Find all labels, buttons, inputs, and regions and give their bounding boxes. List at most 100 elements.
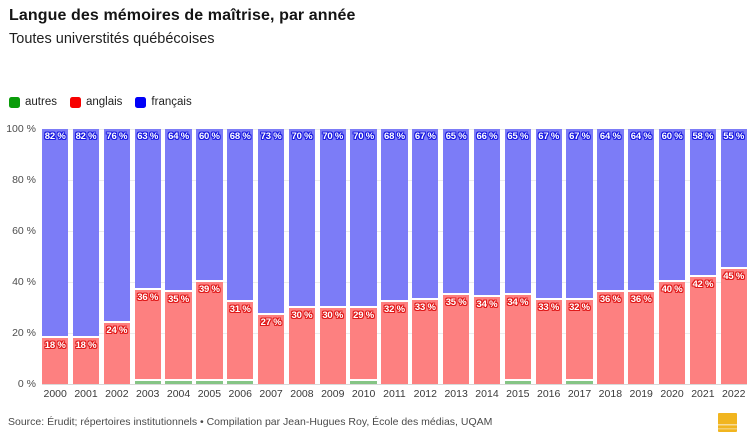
bar-column-2005: 60 % 39 %: [196, 129, 223, 384]
segment-anglais[interactable]: 32 %: [381, 302, 408, 384]
bar-label-francais: 70 %: [291, 131, 313, 142]
x-tick-label: 2013: [444, 388, 468, 400]
segment-anglais[interactable]: 30 %: [319, 307, 346, 384]
segment-francais[interactable]: 55 % 45 %: [720, 129, 747, 384]
segment-autres[interactable]: [227, 381, 254, 384]
segment-francais[interactable]: 63 % 36 %: [134, 129, 161, 384]
legend-swatch-français: [135, 96, 147, 108]
segment-autres[interactable]: [134, 381, 161, 384]
segment-anglais[interactable]: 18 %: [42, 338, 69, 384]
bar-column-2018: 64 % 36 %: [597, 129, 624, 384]
segment-francais[interactable]: 82 % 18 %: [72, 129, 100, 384]
segment-anglais[interactable]: 29 %: [350, 307, 377, 384]
bar-label-anglais: 40 %: [661, 284, 683, 295]
bar-label-anglais: 36 %: [599, 294, 621, 306]
bar-column-2012: 67 % 33 %: [412, 129, 439, 384]
segment-autres[interactable]: [566, 381, 593, 384]
bar-column-2011: 68 % 32 %: [381, 129, 408, 384]
bar-label-francais: 68 %: [229, 131, 251, 142]
y-tick-label: 0 %: [17, 378, 36, 390]
datawrapper-logo-icon[interactable]: [718, 413, 737, 432]
segment-francais[interactable]: 68 % 32 %: [381, 129, 408, 384]
segment-francais[interactable]: 64 % 35 %: [165, 129, 192, 384]
segment-francais[interactable]: 60 % 39 %: [196, 129, 223, 384]
bar-label-francais: 64 %: [599, 131, 621, 142]
source-note: Source: Érudit; répertoires institutionn…: [8, 416, 493, 428]
bar-column-2007: 73 % 27 %: [257, 129, 285, 384]
segment-anglais[interactable]: 33 %: [412, 299, 439, 384]
x-tick-label: 2015: [506, 388, 530, 400]
bar-label-anglais: 18 %: [44, 340, 66, 352]
segment-francais[interactable]: 58 % 42 %: [689, 129, 717, 384]
bar-label-francais: 67 %: [569, 131, 590, 142]
segment-francais[interactable]: 68 % 31 %: [227, 129, 254, 384]
x-tick-label: 2017: [567, 388, 592, 400]
segment-francais[interactable]: 65 % 34 %: [504, 129, 531, 384]
segment-anglais[interactable]: 40 %: [658, 282, 686, 384]
segment-francais[interactable]: 73 % 27 %: [257, 129, 285, 384]
x-tick-label: 2010: [351, 388, 376, 400]
segment-anglais[interactable]: 36 %: [628, 292, 655, 384]
bar-label-francais: 65 %: [507, 131, 529, 142]
segment-anglais[interactable]: 34 %: [473, 297, 501, 384]
segment-francais[interactable]: 64 % 36 %: [628, 129, 655, 384]
segment-anglais[interactable]: 33 %: [535, 299, 562, 384]
segment-anglais[interactable]: 35 %: [165, 292, 192, 384]
x-axis: 2000 2001 2002 2003 2004 2005 2006 2007 2008 2009…: [42, 388, 747, 400]
bar-label-anglais: 30 %: [322, 309, 344, 321]
bar-label-francais: 73 %: [260, 131, 282, 142]
segment-francais[interactable]: 82 % 18 %: [42, 129, 69, 384]
bar-label-francais: 76 %: [106, 131, 128, 142]
bar-column-2004: 64 % 35 %: [165, 129, 192, 384]
segment-francais[interactable]: 67 % 33 %: [535, 129, 562, 384]
x-tick-label: 2002: [105, 388, 129, 400]
segment-francais[interactable]: 66 % 34 %: [473, 129, 501, 384]
segment-anglais[interactable]: 45 %: [720, 269, 747, 384]
bar-column-2022: 55 % 45 %: [720, 129, 747, 384]
segment-anglais[interactable]: 34 %: [504, 294, 531, 384]
gridline-0: [42, 384, 747, 385]
page-title: Langue des mémoires de maîtrise, par ann…: [9, 7, 356, 24]
segment-francais[interactable]: 60 % 40 %: [658, 129, 686, 384]
x-tick-label: 2000: [43, 388, 67, 400]
x-tick-label: 2021: [691, 388, 715, 400]
x-tick-label: 2007: [259, 388, 283, 400]
bar-label-francais: 67 %: [414, 131, 436, 142]
segment-anglais[interactable]: 36 %: [597, 292, 624, 384]
segment-anglais[interactable]: 32 %: [566, 299, 593, 384]
segment-francais[interactable]: 64 % 36 %: [597, 129, 624, 384]
segment-francais[interactable]: 67 % 33 %: [412, 129, 439, 384]
segment-anglais[interactable]: 31 %: [227, 302, 254, 384]
bar-label-anglais: 33 %: [414, 301, 436, 313]
segment-anglais[interactable]: 35 %: [442, 294, 470, 384]
segment-autres[interactable]: [504, 381, 531, 384]
segment-anglais[interactable]: 27 %: [257, 315, 285, 384]
segment-autres[interactable]: [350, 381, 377, 384]
segment-anglais[interactable]: 42 %: [689, 276, 717, 384]
segment-francais[interactable]: 76 % 24 %: [103, 129, 131, 384]
plot-area: 82 % 18 % 82 % 18 % 76 % 24 % 63 % 36 % 64 % 35 %…: [42, 129, 747, 385]
segment-anglais[interactable]: 30 %: [288, 307, 316, 384]
segment-francais[interactable]: 67 % 32 %: [566, 129, 593, 384]
bar-label-francais: 82 %: [75, 131, 97, 142]
segment-francais[interactable]: 70 % 30 %: [288, 129, 316, 384]
segment-anglais[interactable]: 18 %: [72, 338, 100, 384]
bar-label-anglais: 27 %: [260, 317, 282, 329]
bar-label-anglais: 35 %: [445, 296, 467, 308]
segment-autres[interactable]: [196, 381, 223, 384]
bar-column-2002: 76 % 24 %: [103, 129, 131, 384]
bar-label-anglais: 32 %: [384, 304, 405, 316]
segment-francais[interactable]: 70 % 29 %: [350, 129, 377, 384]
bar-label-francais: 60 %: [198, 131, 220, 142]
segment-autres[interactable]: [165, 381, 192, 384]
segment-francais[interactable]: 70 % 30 %: [319, 129, 346, 384]
bar-label-francais: 70 %: [322, 131, 344, 142]
segment-francais[interactable]: 65 % 35 %: [442, 129, 470, 384]
bar-label-anglais: 18 %: [75, 340, 97, 352]
segment-anglais[interactable]: 36 %: [134, 289, 161, 384]
segment-anglais[interactable]: 39 %: [196, 282, 223, 384]
segment-anglais[interactable]: 24 %: [103, 322, 131, 384]
x-tick-label: 2020: [660, 388, 684, 400]
bar-label-anglais: 32 %: [569, 301, 590, 313]
